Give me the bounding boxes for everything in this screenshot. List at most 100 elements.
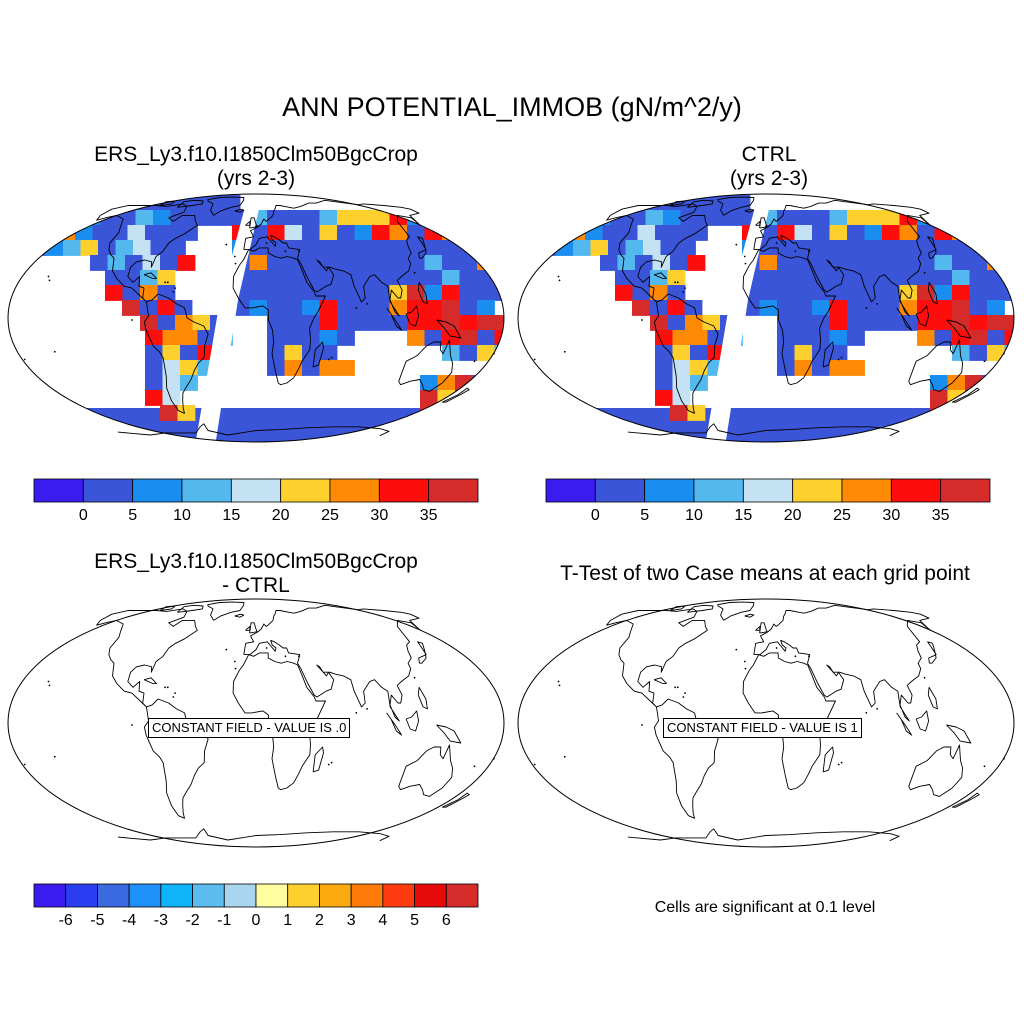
coastline [717,196,755,216]
grid-cell [917,285,935,301]
grid-cell [407,315,425,331]
grid-cell [249,300,268,316]
grid-cell [267,240,285,256]
grid-cell [690,345,708,361]
coastline [606,608,708,708]
coastline [687,199,714,208]
grid-cell [777,300,795,316]
grid-cell [477,300,495,316]
grid-cell [655,390,673,406]
colorbar-box [890,478,942,503]
grid-cell [684,300,703,316]
colorbar-label: 3 [347,912,356,929]
island [674,686,676,689]
colorbar-label: 30 [882,507,900,524]
island [837,358,840,361]
grid-cell [952,240,970,256]
grid-cell [812,285,830,301]
grid-cell [150,240,169,256]
grid-cell [160,405,178,421]
island [865,307,868,309]
island [775,242,778,244]
grid-cell [555,240,574,256]
colorbar-label: 35 [932,507,950,524]
grid-cell [424,240,443,256]
grid-cell [494,240,504,256]
grid-cell [625,240,644,256]
coastline [653,272,667,279]
grid-cell [180,330,198,346]
coastlines-ctrl [533,196,1005,437]
grid-cell [637,225,656,241]
grid-cell [389,285,408,301]
grid-cell [864,210,883,226]
island [234,667,237,670]
grid-cell [302,255,320,271]
grid-cell [354,255,373,271]
grid-cell [794,255,813,271]
island [983,765,986,768]
coastline [927,281,938,305]
island [233,660,236,663]
island [53,755,56,758]
grid-cell [267,345,285,361]
grid-cell [437,405,456,421]
island [284,655,287,658]
grid-cell [632,285,651,301]
grid-cell [477,270,495,286]
coastline [117,423,390,437]
grid-cell [1004,330,1014,346]
grid-cell [407,255,425,271]
grid-cell [267,225,285,241]
grid-cell [477,330,495,346]
grid-cell [882,315,900,331]
grid-cell [777,225,795,241]
grid-cell [157,270,176,286]
grid-cell [249,240,268,256]
grid-cell [917,255,935,271]
grid-cell [969,315,988,331]
grid-cell [442,330,460,346]
grid-cell [267,255,285,271]
grid-cell [459,345,478,361]
grid-cell [847,240,865,256]
coastline [951,387,980,403]
coastline [627,828,900,842]
coastline [249,622,258,634]
grid-cell [175,315,193,331]
island [23,763,26,766]
grid-cell [864,315,883,331]
colorbar-label: -2 [185,912,199,929]
grid-cell [864,255,883,271]
grid-cell [759,285,778,301]
grid-cell [917,300,935,316]
grid-cell [615,285,633,301]
island [413,271,416,274]
grid-cell [632,300,650,316]
island [47,680,50,683]
grid-cell [372,240,390,256]
grid-cell [655,360,673,376]
grid-cell [667,285,686,301]
coastline [312,746,324,773]
grid-cell [969,285,988,301]
grid-cell [672,360,691,376]
coastline [441,792,470,808]
grid-cell [660,240,679,256]
grid-cell [145,390,163,406]
grid-cell [882,285,900,301]
island [330,761,333,764]
island [327,763,330,766]
grid-cell [934,285,953,301]
colorbar-label: -6 [59,912,73,929]
grid-cell [512,345,530,361]
island [563,755,566,758]
island [682,291,685,293]
colorbar-box [428,478,479,503]
grid-cell [133,240,151,256]
island [225,648,228,651]
grid-cell [899,240,918,256]
grid-cell [715,210,734,226]
coastline [755,625,761,631]
grid-cell [685,315,703,331]
